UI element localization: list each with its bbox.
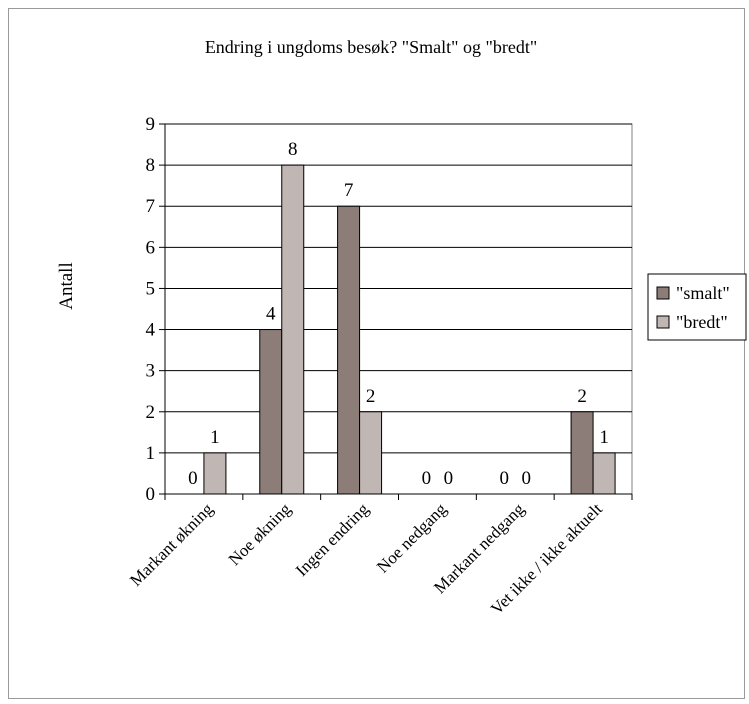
data-label: 0 xyxy=(500,468,510,489)
legend-label: "smalt" xyxy=(676,283,730,303)
legend-label: "bredt" xyxy=(676,312,728,332)
y-tick-label: 1 xyxy=(146,443,156,464)
y-tick-label: 5 xyxy=(146,278,156,299)
y-tick-label: 3 xyxy=(146,361,156,382)
bar xyxy=(281,164,305,495)
data-label: 2 xyxy=(366,386,376,407)
data-label: 0 xyxy=(422,468,432,489)
data-label: 8 xyxy=(288,139,298,160)
y-tick-label: 0 xyxy=(146,484,156,505)
data-label: 0 xyxy=(444,468,454,489)
legend-box xyxy=(647,273,747,341)
y-tick-label: 4 xyxy=(146,320,156,341)
chart-title: Endring i ungdoms besøk? "Smalt" og "bre… xyxy=(205,37,537,57)
data-label: 1 xyxy=(210,427,220,448)
y-tick-label: 7 xyxy=(146,196,156,217)
y-tick-label: 2 xyxy=(146,402,156,423)
bar xyxy=(337,205,361,495)
bar xyxy=(570,411,594,495)
y-tick-label: 6 xyxy=(146,237,156,258)
bar xyxy=(259,329,283,495)
y-tick-label: 8 xyxy=(146,155,156,176)
y-tick-label: 9 xyxy=(146,114,156,135)
bar xyxy=(592,452,616,495)
data-label: 4 xyxy=(266,304,276,325)
data-label: 7 xyxy=(344,180,354,201)
legend-swatch xyxy=(656,286,670,300)
data-label: 2 xyxy=(577,386,587,407)
legend: "smalt" "bredt" xyxy=(647,273,747,341)
data-label: 1 xyxy=(599,427,609,448)
bar xyxy=(203,452,227,495)
data-label: 0 xyxy=(188,468,198,489)
plot-background xyxy=(164,123,633,495)
legend-swatch xyxy=(656,315,670,329)
y-axis-label: Antall xyxy=(56,262,77,310)
data-label: 0 xyxy=(522,468,532,489)
bar xyxy=(359,411,383,495)
